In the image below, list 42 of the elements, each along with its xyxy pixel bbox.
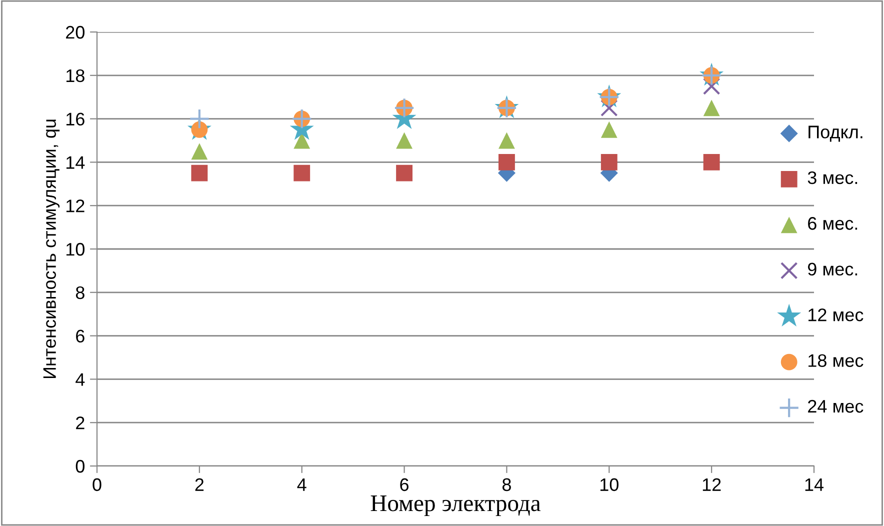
point [498, 154, 515, 170]
point [702, 78, 720, 95]
y-tick-label: 12 [66, 200, 84, 212]
y-tick-label: 20 [66, 26, 84, 39]
y-tick-label: 8 [76, 286, 84, 300]
x-tick-label: 6 [400, 478, 409, 492]
legend-label: 24 мес [808, 400, 864, 413]
x-axis-title: Номер электрода [370, 496, 541, 516]
legend-label: 9 мес. [808, 262, 858, 276]
point [703, 100, 720, 116]
y-tick-label: 18 [66, 69, 84, 82]
y-tick-label: 10 [66, 242, 84, 256]
point [191, 143, 208, 160]
legend-label: 12 мес [808, 308, 864, 322]
x-tick-label: 4 [297, 478, 306, 491]
y-tick-label: 4 [76, 373, 85, 386]
point [294, 164, 310, 182]
point [600, 99, 618, 117]
x-tick-label: 2 [195, 478, 204, 491]
legend-label: 6 мес. [808, 217, 858, 230]
y-tick-label: 0 [76, 460, 84, 473]
y-axis-title: Интенсивность стимуляции, qu [43, 120, 60, 378]
y-tick-label: 6 [76, 330, 84, 343]
y-tick-label: 14 [66, 156, 85, 169]
y-tick-label: 16 [66, 112, 84, 126]
legend-label: Подкл. [808, 126, 862, 142]
legend-label: 3 мес. [808, 171, 858, 184]
x-tick-label: 8 [502, 478, 511, 492]
point [189, 108, 210, 130]
point [396, 164, 413, 182]
x-tick-label: 0 [92, 478, 102, 492]
x-tick-label: 12 [702, 478, 721, 491]
point [600, 154, 618, 170]
point [396, 132, 413, 149]
point [703, 154, 720, 170]
x-tick-label: 14 [805, 478, 824, 491]
point [498, 132, 515, 149]
legend-label: 18 мес [808, 354, 864, 367]
x-tick-label: 10 [600, 478, 618, 492]
y-tick-label: 2 [76, 416, 84, 430]
point [600, 121, 618, 138]
point [191, 164, 208, 182]
